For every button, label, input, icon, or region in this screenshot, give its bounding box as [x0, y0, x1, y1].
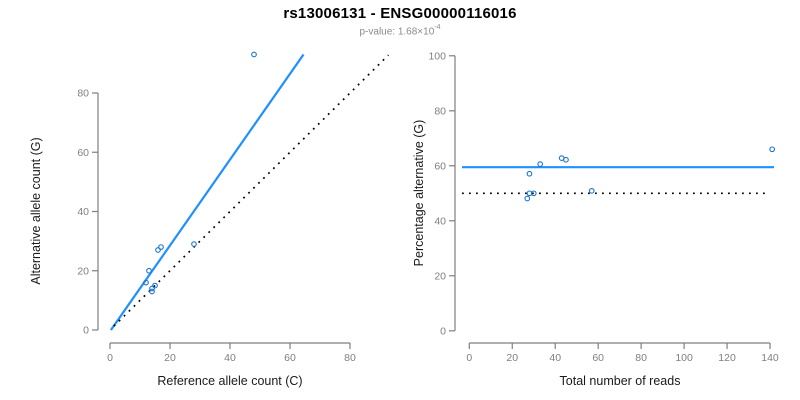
right-x-axis-title: Total number of reads — [560, 374, 681, 388]
right-data-point — [588, 187, 595, 194]
left-data-point — [152, 282, 158, 289]
right-y-axis-title: Percentage alternative (G) — [412, 120, 426, 267]
right-x-tick-label: 140 — [761, 352, 779, 364]
left-y-tick-label: 60 — [77, 147, 89, 159]
right-y-tick-label: 0 — [440, 325, 446, 337]
right-x-tick-label: 20 — [506, 352, 518, 364]
left-x-tick-label: 20 — [164, 352, 176, 364]
right-y-tick-label: 40 — [434, 215, 446, 227]
right-x-tick-label: 80 — [635, 352, 647, 364]
left-y-tick-label: 20 — [77, 265, 89, 277]
fit-line — [109, 53, 305, 331]
pvalue-exponent: -4 — [434, 24, 441, 31]
left-data-point — [251, 51, 257, 58]
right-data-point — [563, 156, 569, 163]
right-data-point — [524, 195, 531, 202]
right-x-tick-label: 100 — [675, 352, 693, 364]
left-x-tick-label: 40 — [224, 352, 236, 364]
right-x-tick-label: 0 — [466, 352, 472, 364]
left-data-point — [149, 288, 155, 295]
left-data-point — [143, 279, 149, 286]
left-data-point — [155, 247, 161, 253]
right-x-tick-label: 40 — [549, 352, 561, 364]
right-data-point — [769, 146, 776, 153]
left-x-tick-label: 80 — [344, 352, 356, 364]
right-x-tick-label: 120 — [718, 352, 736, 364]
left-data-point — [158, 244, 164, 250]
left-x-tick-label: 60 — [284, 352, 296, 364]
left-x-axis-title: Reference allele count (C) — [157, 374, 302, 388]
right-y-tick-label: 60 — [434, 160, 446, 172]
plot-title: rs13006131 - ENSG00000116016 — [283, 5, 517, 22]
right-data-point — [530, 190, 537, 197]
left-y-tick-label: 40 — [77, 206, 89, 218]
left-y-tick-label: 0 — [83, 325, 89, 337]
pvalue-text: p-value: 1.68×10 — [359, 26, 435, 38]
pvalue-subtitle: p-value: 1.68×10-4 — [0, 24, 800, 38]
right-x-tick-label: 60 — [592, 352, 604, 364]
left-y-axis-title: Alternative allele count (G) — [29, 137, 43, 284]
left-y-tick-label: 80 — [77, 88, 89, 100]
left-x-tick-label: 0 — [107, 352, 113, 364]
left-data-point — [191, 241, 197, 247]
right-y-tick-label: 20 — [434, 270, 446, 282]
identity-line — [113, 54, 389, 327]
left-data-point — [149, 285, 155, 292]
right-y-tick-label: 80 — [434, 105, 446, 117]
right-data-point — [537, 161, 544, 167]
right-data-point — [526, 170, 533, 177]
left-data-point — [146, 267, 152, 274]
right-y-tick-label: 100 — [428, 50, 446, 62]
